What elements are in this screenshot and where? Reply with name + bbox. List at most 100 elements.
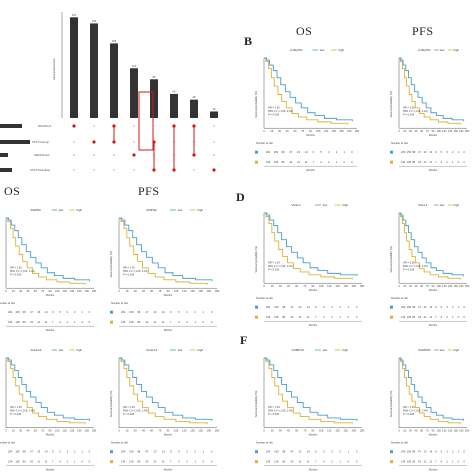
risk-high-cell: 7 (435, 160, 437, 164)
upset-bars: 247 232 183 122 95 59 45 16 (70, 13, 218, 119)
km-p: P = 0.018 (268, 412, 280, 416)
legend-low: low (440, 48, 445, 52)
matrix-dot-filled (92, 140, 96, 144)
risk-low-cell: 204 (401, 150, 406, 154)
risk-low-cell: 159 (15, 310, 20, 314)
risk-low-cell: 2 (452, 305, 454, 309)
risk-low-cell: 3 (186, 450, 188, 454)
km-curve-low (264, 212, 358, 277)
km-x-label: Months (46, 293, 55, 297)
risk-low-cell: 9 (435, 305, 437, 309)
km-x-label: Months (164, 433, 173, 437)
km-x-tick: 15 (270, 129, 273, 133)
risk-high-cell: 134 (121, 460, 126, 464)
km-x-tick: 75 (426, 429, 429, 433)
km-x-tick: 15 (12, 429, 15, 433)
risk-high-cell: 85 (282, 315, 285, 319)
km-x-tick: 150 (339, 129, 344, 133)
km-ci: 95% CI = (1.09, 2.44) (268, 264, 293, 268)
km-x-tick: 165 (352, 429, 357, 433)
km-x-tick: 90 (432, 129, 435, 133)
km-x-tick: 165 (459, 284, 464, 288)
risk-high-cell: 0 (458, 160, 460, 164)
km-gene-label: CHMP4C (418, 348, 432, 352)
km-b-os: C16orf53 low high Survival probability (%) 0… (254, 48, 360, 172)
km-b-pfs: C16orf53 low high Survival probability (%) 0… (389, 48, 470, 172)
matrix-dot-empty (133, 125, 135, 127)
km-x-tick: 90 (167, 429, 170, 433)
km-x-tick: 135 (70, 429, 75, 433)
km-x-tick: 105 (437, 284, 442, 288)
km-curve-high (119, 217, 208, 285)
risk-high-cell: 4 (59, 320, 61, 324)
risk-high-cell: 2 (446, 460, 448, 464)
matrix-dot-filled (172, 168, 176, 172)
km-x-tick: 180 (355, 129, 360, 133)
km-curve-high (399, 57, 461, 125)
risk-low-cell: 3 (67, 310, 69, 314)
km-x-label: Months (429, 133, 438, 137)
risk-high-cell: 43 (418, 460, 421, 464)
risk-high-cell: 134 (121, 320, 126, 324)
risk-high-cell: 4 (178, 320, 180, 324)
risk-title: Number at risk (256, 141, 274, 145)
risk-high-cell: 4 (441, 315, 443, 319)
risk-low-cell: 9 (435, 450, 437, 454)
title-pfs-b: PFS (412, 24, 434, 38)
risk-low-cell: 204 (121, 310, 126, 314)
risk-low-cell: 1 (81, 450, 83, 454)
upset-bar-label: 59 (173, 89, 176, 93)
km-x-tick: 15 (271, 429, 274, 433)
km-x-tick: 120 (327, 429, 332, 433)
risk-low-cell: 14 (45, 450, 48, 454)
legend-high: high (76, 348, 82, 352)
upset-bar (110, 43, 118, 119)
risk-low-cell: 159 (274, 305, 279, 309)
risk-high-cell: 1 (195, 320, 197, 324)
risk-high-cell: 4 (441, 160, 443, 164)
risk-low-cell: 2 (195, 450, 197, 454)
risk-high-cell: 128 (274, 460, 279, 464)
risk-high-cell: 21 (299, 315, 302, 319)
risk-high-cell: 1 (74, 460, 76, 464)
risk-high-cell: 11 (429, 460, 432, 464)
risk-high-cell: 2 (328, 160, 330, 164)
title-pfs-left: PFS (138, 184, 160, 198)
risk-high-cell: 11 (162, 460, 165, 464)
matrix-dot-empty (213, 154, 215, 156)
risk-high-cell: 7 (52, 460, 54, 464)
risk-high-cell: 11 (429, 315, 432, 319)
km-gene-label: C16orf53 (290, 48, 303, 52)
km-curve-high (119, 357, 208, 425)
risk-high-cell: 2 (331, 460, 333, 464)
risk-low-cell: 3 (328, 150, 330, 154)
risk-low-cell: 23 (424, 450, 427, 454)
upset-bar-label: 232 (92, 19, 97, 23)
risk-high-cell: 21 (154, 320, 157, 324)
risk-title: Number at risk (0, 301, 16, 305)
matrix-dot-filled (192, 153, 196, 157)
risk-high-cell: 43 (291, 315, 294, 319)
km-x-tick: 165 (459, 129, 464, 133)
km-p: P = 0.018 (268, 113, 280, 117)
upset-highlight-box (138, 91, 154, 151)
legend-low: low (440, 203, 445, 207)
matrix-dot-empty (93, 169, 95, 171)
risk-low-cell: 3 (67, 450, 69, 454)
risk-high-cell: 2 (67, 320, 69, 324)
risk-title: Number at risk (111, 301, 129, 305)
risk-high-cell: 7 (435, 315, 437, 319)
risk-low-cell: 1 (203, 310, 205, 314)
risk-high-cell: 0 (351, 160, 353, 164)
legend-low: low (59, 208, 64, 212)
km-x-tick: 135 (448, 129, 453, 133)
km-x-tick: 135 (335, 429, 340, 433)
risk-high-cell: 0 (211, 320, 213, 324)
risk-low-cell: 98 (412, 150, 415, 154)
risk-low-cell: 9 (313, 150, 315, 154)
km-x-tick: 165 (85, 429, 90, 433)
risk-low-cell: 98 (282, 450, 285, 454)
risk-low-cell: 9 (315, 305, 317, 309)
km-x-tick: 30 (279, 284, 282, 288)
